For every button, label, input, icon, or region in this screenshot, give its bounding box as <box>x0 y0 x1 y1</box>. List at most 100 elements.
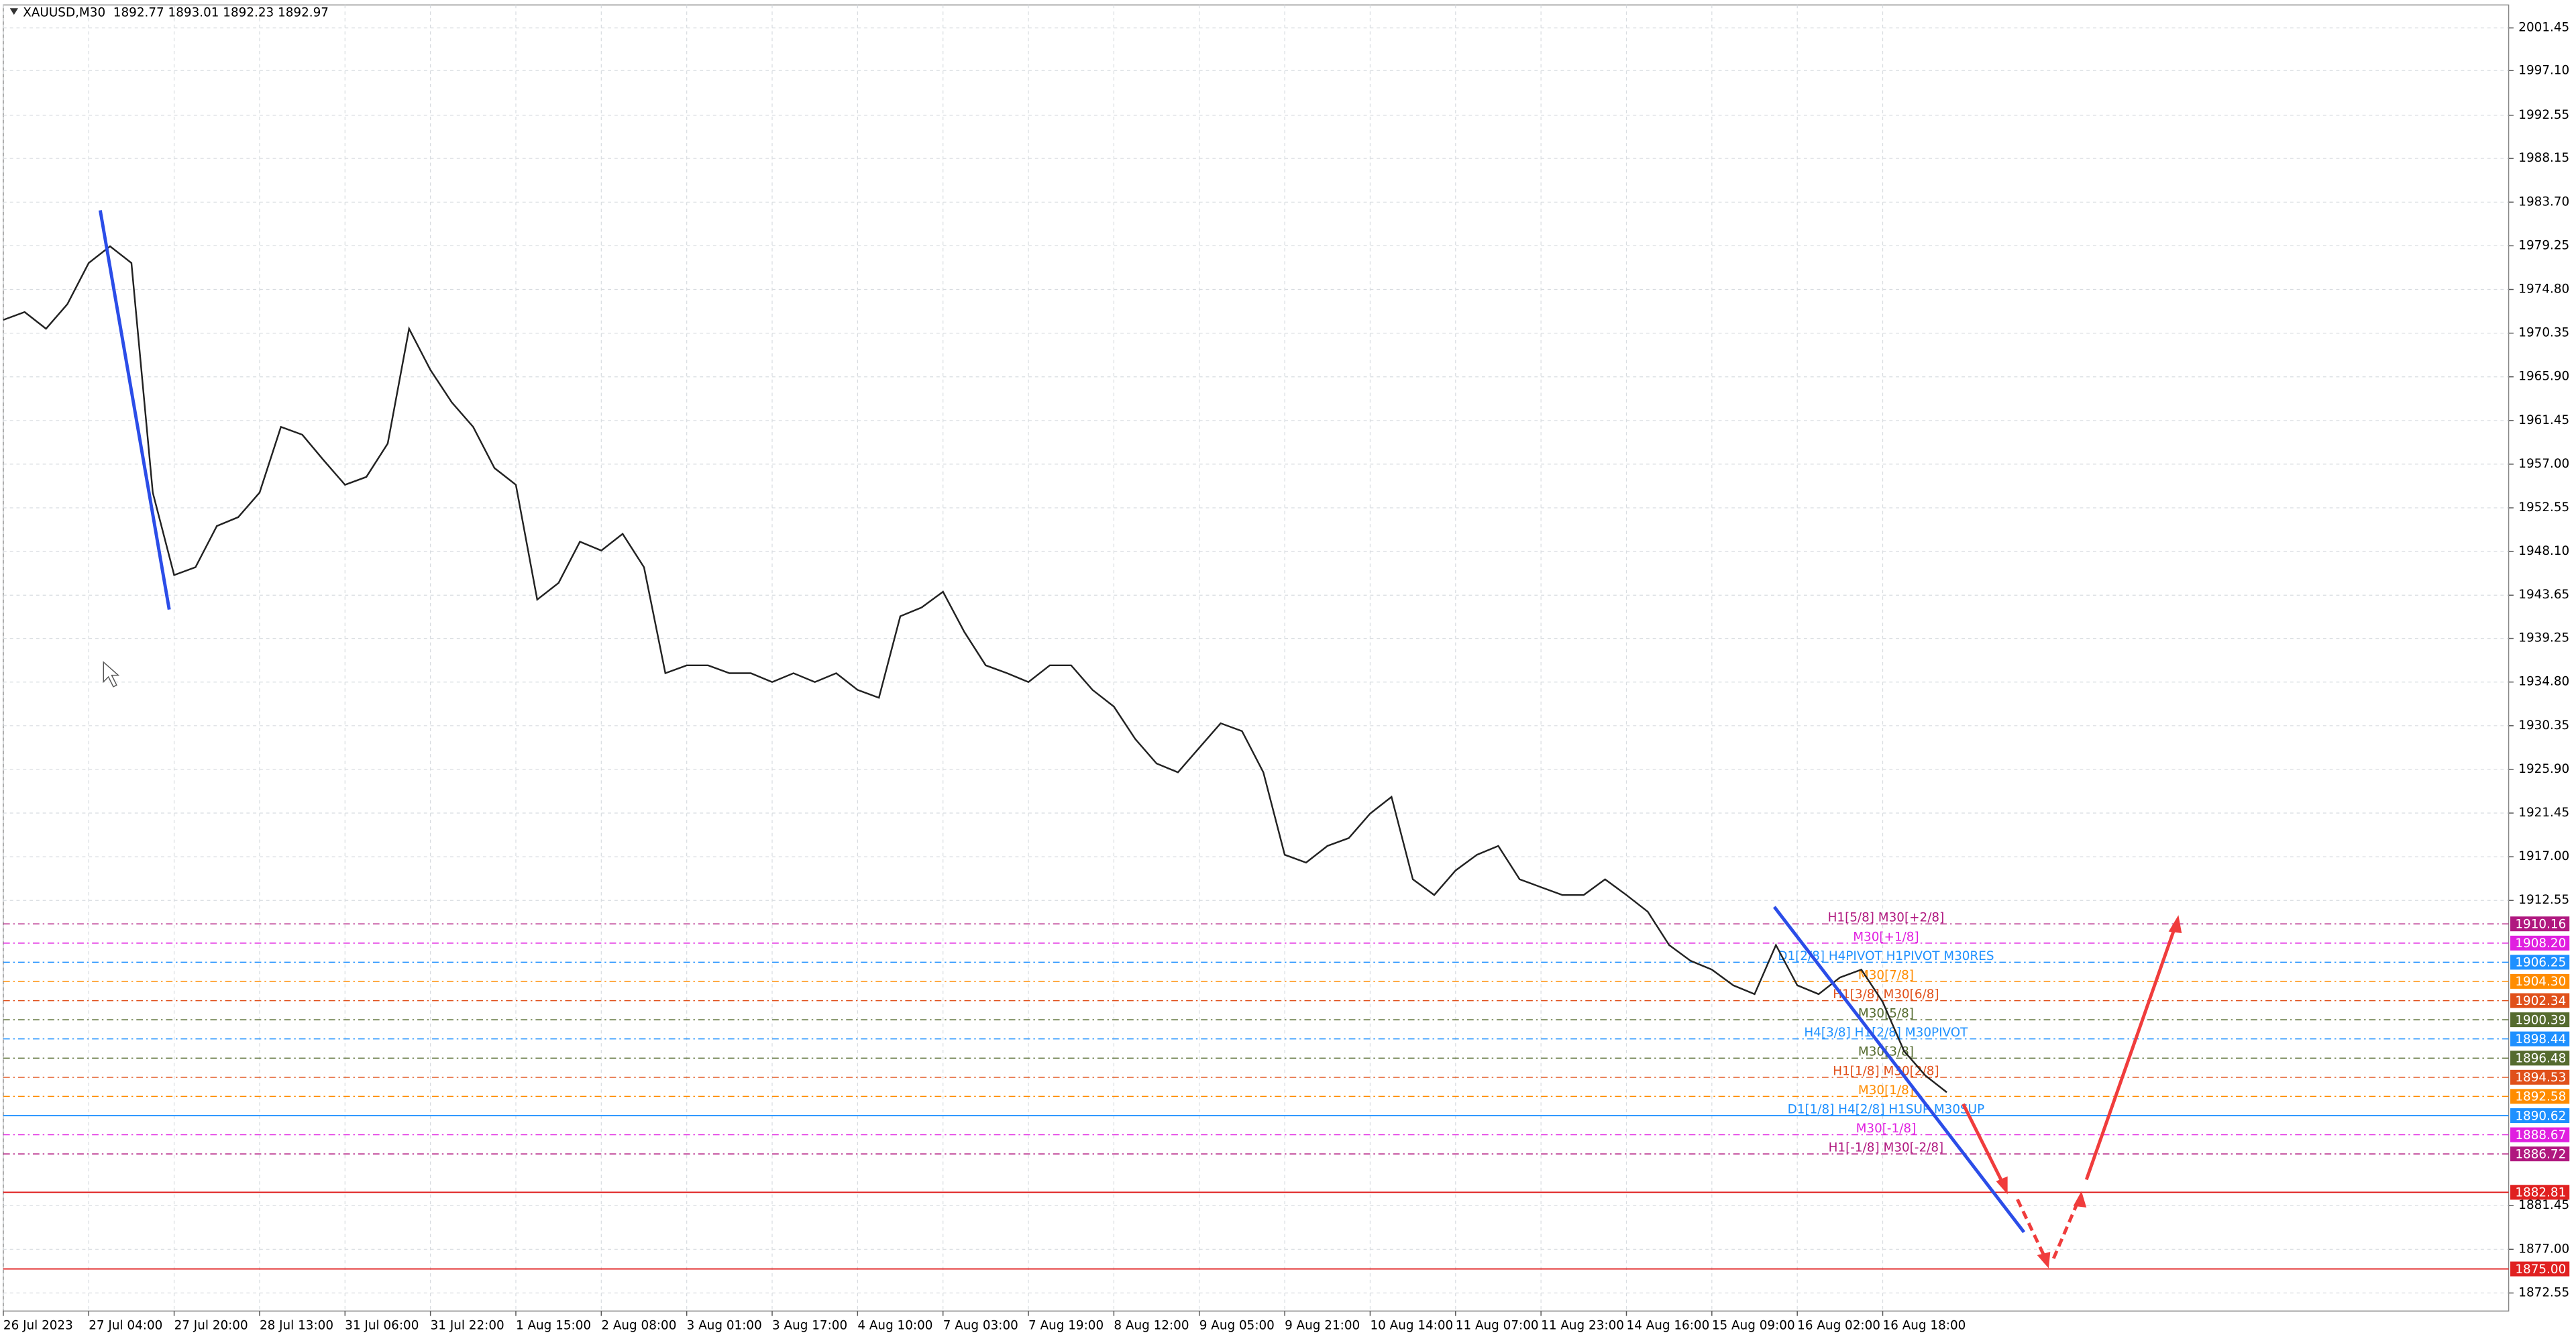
x-tick-label: 28 Jul 13:00 <box>260 1318 333 1332</box>
level-name: D1[2/8] H4PIVOT H1PIVOT M30RES <box>1778 949 1994 963</box>
y-tick-label: 2001.45 <box>2518 21 2569 35</box>
level-price-box <box>2510 1012 2570 1028</box>
y-tick-label: 1934.80 <box>2518 675 2569 689</box>
level-price-box <box>2510 1127 2570 1142</box>
y-tick-label: 1930.35 <box>2518 718 2569 733</box>
x-tick-label: 3 Aug 17:00 <box>772 1318 847 1332</box>
level-name: M30[5/8] <box>1858 1007 1914 1021</box>
y-tick-label: 1997.10 <box>2518 63 2569 77</box>
level-price-label: 1910.16 <box>2515 917 2566 931</box>
y-tick-label: 1939.25 <box>2518 631 2569 645</box>
chart-title: XAUUSD,M30 1892.77 1893.01 1892.23 1892.… <box>23 6 329 20</box>
level-price-label: 1898.44 <box>2515 1032 2566 1047</box>
level-price-label: 1892.58 <box>2515 1090 2566 1104</box>
menu-arrow[interactable] <box>9 8 18 15</box>
x-tick-label: 27 Jul 04:00 <box>89 1318 162 1332</box>
arrow <box>2051 1200 2080 1259</box>
y-tick-label: 1912.55 <box>2518 893 2569 907</box>
x-tick-label: 26 Jul 2023 <box>3 1318 73 1332</box>
level-price-box <box>2510 1108 2570 1124</box>
x-tick-label: 14 Aug 16:00 <box>1626 1318 1709 1332</box>
level-price-label: 1882.81 <box>2515 1186 2566 1200</box>
y-tick-label: 1965.90 <box>2518 370 2569 384</box>
level-price-box <box>2510 1261 2570 1277</box>
arrow-head <box>2037 1252 2051 1269</box>
level-price-box <box>2510 993 2570 1008</box>
level-price-label: 1906.25 <box>2515 956 2566 970</box>
level-name: M30[7/8] <box>1858 968 1914 982</box>
y-tick-label: 1877.00 <box>2518 1242 2569 1256</box>
x-tick-label: 9 Aug 21:00 <box>1285 1318 1360 1332</box>
x-tick-label: 8 Aug 12:00 <box>1114 1318 1189 1332</box>
level-price-box <box>2510 1069 2570 1085</box>
price-line <box>3 245 1947 1093</box>
axes: 2001.45 1997.10 1992.55 1988.15 1983.70 1979.… <box>3 21 2569 1332</box>
level-price-label: 1902.34 <box>2515 994 2566 1008</box>
level-name: M30[+1/8] <box>1853 930 1919 944</box>
level-price-box <box>2510 935 2570 951</box>
x-tick-label: 15 Aug 09:00 <box>1712 1318 1795 1332</box>
x-tick-label: 31 Jul 22:00 <box>431 1318 504 1332</box>
level-name: M30[1/8] <box>1858 1083 1914 1097</box>
y-tick-label: 1881.45 <box>2518 1198 2569 1212</box>
x-tick-label: 7 Aug 19:00 <box>1028 1318 1104 1332</box>
level-name: H4[3/8] H1[2/8] M30PIVOT <box>1804 1026 1968 1040</box>
y-tick-label: 1961.45 <box>2518 413 2569 427</box>
y-tick-label: 1952.55 <box>2518 500 2569 515</box>
arrow <box>2084 926 2177 1181</box>
level-name: D1[1/8] H4[2/8] H1SUP M30SUP <box>1788 1102 1985 1116</box>
grid <box>3 5 2509 1311</box>
level-price-label: 1896.48 <box>2515 1052 2566 1066</box>
level-price-label: 1886.72 <box>2515 1147 2566 1161</box>
level-price-box <box>2510 955 2570 970</box>
x-tick-label: 10 Aug 14:00 <box>1370 1318 1453 1332</box>
arrow-head <box>2073 1191 2087 1208</box>
y-tick-label: 1921.45 <box>2518 806 2569 820</box>
levels: 1910.16 H1[5/8] M30[+2/8] 1908.20 M30[+1/8]… <box>3 911 2570 1277</box>
x-tick-label: 31 Jul 06:00 <box>345 1318 419 1332</box>
y-tick-label: 1988.15 <box>2518 151 2569 165</box>
x-tick-label: 9 Aug 05:00 <box>1199 1318 1275 1332</box>
level-price-label: 1890.62 <box>2515 1109 2566 1123</box>
y-tick-label: 1957.00 <box>2518 457 2569 471</box>
arrow <box>1962 1103 2006 1187</box>
level-price-box <box>2510 1146 2570 1162</box>
x-tick-label: 3 Aug 01:00 <box>687 1318 762 1332</box>
x-tick-label: 16 Aug 02:00 <box>1797 1318 1880 1332</box>
y-tick-label: 1992.55 <box>2518 108 2569 122</box>
level-name: H1[1/8] M30[2/8] <box>1833 1064 1939 1078</box>
y-tick-label: 1872.55 <box>2518 1285 2569 1299</box>
x-tick-label: 7 Aug 03:00 <box>943 1318 1018 1332</box>
trend-line <box>98 210 171 610</box>
arrow <box>2016 1198 2047 1260</box>
level-name: H1[3/8] M30[6/8] <box>1833 987 1939 1002</box>
x-tick-label: 27 Jul 20:00 <box>174 1318 248 1332</box>
level-price-box <box>2510 973 2570 989</box>
level-price-label: 1894.53 <box>2515 1071 2566 1085</box>
x-tick-label: 4 Aug 10:00 <box>857 1318 932 1332</box>
level-price-label: 1900.39 <box>2515 1013 2566 1027</box>
level-price-label: 1904.30 <box>2515 975 2566 989</box>
arrow-head <box>2168 915 2182 934</box>
level-price-box <box>2510 1051 2570 1066</box>
level-price-box <box>2510 1185 2570 1200</box>
y-tick-label: 1970.35 <box>2518 326 2569 340</box>
y-tick-label: 1943.65 <box>2518 588 2569 602</box>
y-tick-label: 1948.10 <box>2518 544 2569 558</box>
level-name: H1[5/8] M30[+2/8] <box>1828 911 1945 925</box>
level-price-label: 1908.20 <box>2515 936 2566 951</box>
level-price-label: 1875.00 <box>2515 1263 2566 1277</box>
x-tick-label: 2 Aug 08:00 <box>601 1318 676 1332</box>
y-tick-label: 1974.80 <box>2518 282 2569 297</box>
y-tick-label: 1979.25 <box>2518 238 2569 252</box>
arrow-head <box>1996 1176 2008 1195</box>
x-tick-label: 11 Aug 23:00 <box>1541 1318 1624 1332</box>
y-tick-label: 1917.00 <box>2518 849 2569 863</box>
level-price-box <box>2510 916 2570 932</box>
level-price-box <box>2510 1089 2570 1104</box>
mouse-cursor <box>103 661 120 688</box>
y-tick-label: 1983.70 <box>2518 195 2569 209</box>
